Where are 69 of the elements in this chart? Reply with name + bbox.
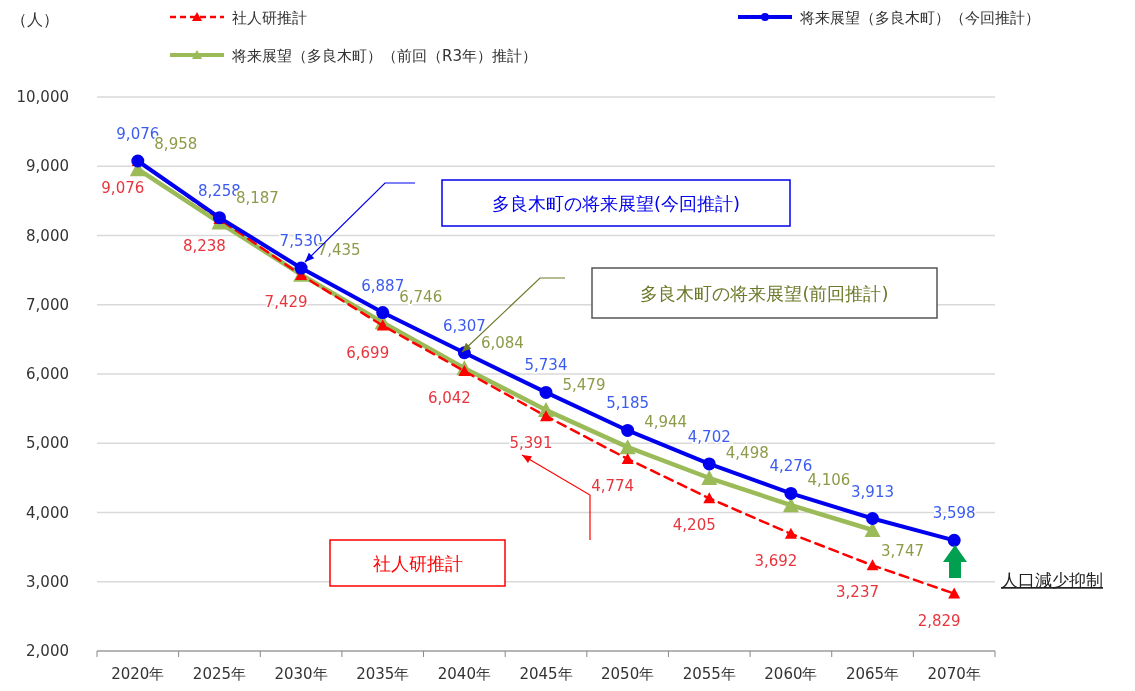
point <box>782 497 799 513</box>
data-label: 6,084 <box>480 334 524 353</box>
point <box>784 527 797 539</box>
x-tick-label: 2035年 <box>356 665 410 683</box>
data-label: 6,307 <box>442 316 486 335</box>
data-label: 5,734 <box>524 356 568 375</box>
data-label: 8,238 <box>182 237 226 256</box>
point <box>376 319 389 331</box>
legend-label: 将来展望（多良木町）（前回（R3年）推計） <box>231 47 537 65</box>
point <box>539 385 553 399</box>
y-tick-label: 5,000 <box>26 434 69 453</box>
y-tick-label: 4,000 <box>26 503 69 522</box>
point <box>294 261 308 275</box>
point <box>540 410 552 422</box>
data-label: 4,774 <box>591 476 635 495</box>
x-tick-label: 2020年 <box>111 665 165 683</box>
point <box>864 522 881 538</box>
data-label: 4,944 <box>644 413 688 432</box>
data-label: 4,702 <box>687 427 731 446</box>
point <box>621 423 635 437</box>
legend-label: 将来展望（多良木町）（今回推計） <box>799 9 1040 27</box>
data-label: 7,429 <box>264 293 308 312</box>
data-label: 3,598 <box>932 504 976 523</box>
point <box>621 452 634 464</box>
legend-label: 社人研推計 <box>232 9 307 27</box>
y-tick-label: 3,000 <box>26 572 69 591</box>
data-label: 5,479 <box>562 376 606 395</box>
x-tick-label: 2050年 <box>601 665 655 683</box>
point <box>948 587 961 599</box>
point <box>458 365 471 377</box>
y-tick-label: 7,000 <box>26 295 69 314</box>
point <box>866 512 880 526</box>
x-tick-label: 2055年 <box>682 665 736 683</box>
data-label: 3,913 <box>851 482 895 501</box>
x-tick-label: 2070年 <box>927 665 981 683</box>
point <box>784 486 798 500</box>
y-tick-label: 8,000 <box>26 226 69 245</box>
point <box>702 457 716 471</box>
x-tick-label: 2060年 <box>764 665 818 683</box>
x-tick-label: 2065年 <box>845 665 900 683</box>
point <box>376 306 390 320</box>
data-label: 3,692 <box>754 551 798 570</box>
data-label: 3,237 <box>836 583 880 602</box>
x-tick-label: 2040年 <box>437 665 491 683</box>
point <box>619 439 636 455</box>
annotation: 多良木町の将来展望(今回推計) <box>491 193 741 214</box>
annotation: 多良木町の将来展望(前回推計) <box>640 283 889 304</box>
x-tick-label: 2030年 <box>274 665 328 683</box>
point <box>701 470 718 486</box>
y-tick-label: 6,000 <box>26 365 69 383</box>
y-tick-label: 9,000 <box>26 157 69 176</box>
y-tick-label: 2,000 <box>26 642 69 660</box>
point <box>947 533 961 547</box>
data-label: 4,498 <box>725 444 769 463</box>
y-tick-label: 10,000 <box>16 88 69 106</box>
data-label: 6,042 <box>427 389 471 408</box>
data-label: 4,205 <box>672 516 716 535</box>
data-label: 5,391 <box>509 434 553 453</box>
point <box>703 492 716 504</box>
annotation: 社人研推計 <box>372 553 463 574</box>
data-label: 6,699 <box>346 343 390 362</box>
data-label: 2,829 <box>917 611 961 630</box>
x-tick-label: 2025年 <box>192 665 247 683</box>
y-axis-title: （人） <box>11 10 59 29</box>
x-tick-label: 2045年 <box>519 665 573 683</box>
data-label: 9,076 <box>101 178 145 197</box>
data-label: 3,747 <box>881 542 925 561</box>
data-label: 5,185 <box>606 394 650 413</box>
point <box>866 559 879 571</box>
